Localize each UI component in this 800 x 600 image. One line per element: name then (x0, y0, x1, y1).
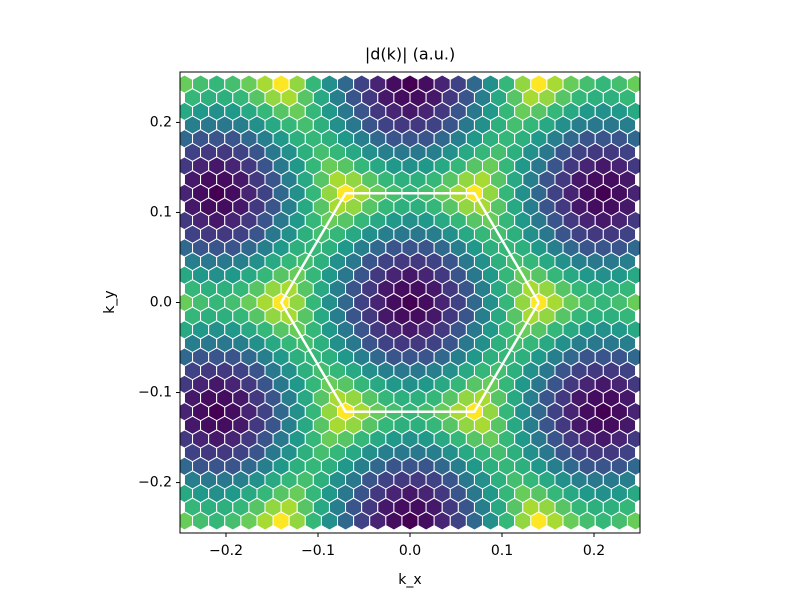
y-tick-label: −0.1 (138, 385, 172, 401)
hex-cell (433, 511, 451, 531)
hex-cell (224, 511, 242, 531)
hex-cell (353, 511, 371, 531)
hex-cell (610, 511, 628, 531)
hex-cell (256, 511, 274, 531)
hex-cell (272, 511, 290, 531)
hex-cell (337, 511, 355, 531)
hex-cell (320, 511, 339, 531)
hex-cell (562, 511, 580, 531)
hex-cell (481, 511, 500, 531)
hex-cell (304, 511, 322, 531)
hex-cell (498, 511, 516, 531)
hex-cell (240, 511, 258, 531)
x-axis-label: k_x (398, 572, 421, 588)
hex-cell (530, 511, 548, 531)
hex-cell (594, 511, 612, 531)
hex-cell (385, 511, 403, 531)
x-tick-label: 0.2 (583, 543, 605, 559)
hex-cell (288, 511, 306, 531)
hex-cell (514, 511, 532, 531)
y-tick-label: 0.1 (150, 204, 172, 220)
hex-cell (192, 511, 210, 531)
y-tick-label: 0.2 (150, 114, 172, 130)
hex-cell (369, 511, 387, 531)
hex-cell (626, 511, 640, 531)
chart-title: |d(k)| (a.u.) (365, 45, 455, 64)
hex-cell (417, 511, 435, 531)
x-tick-label: 0.0 (399, 543, 421, 559)
x-tick-label: −0.1 (301, 543, 335, 559)
hexbin (180, 74, 640, 531)
hex-cell (546, 511, 564, 531)
hex-cell (578, 511, 596, 531)
hex-cell (208, 511, 226, 531)
axes: −0.2 −0.1 0.0 0.1 0.2 −0.2 −0.1 0.0 0.1 0.2 (138, 71, 641, 559)
x-tick-label: 0.1 (491, 543, 513, 559)
x-tick-label: −0.2 (209, 543, 243, 559)
y-tick-label: −0.2 (138, 475, 172, 491)
y-axis-label: k_y (102, 290, 118, 313)
hex-cell (401, 511, 419, 531)
brillouin-zone (279, 192, 540, 413)
hex-cell (449, 511, 467, 531)
hex-cell (465, 511, 483, 531)
y-tick-label: 0.0 (150, 295, 172, 311)
